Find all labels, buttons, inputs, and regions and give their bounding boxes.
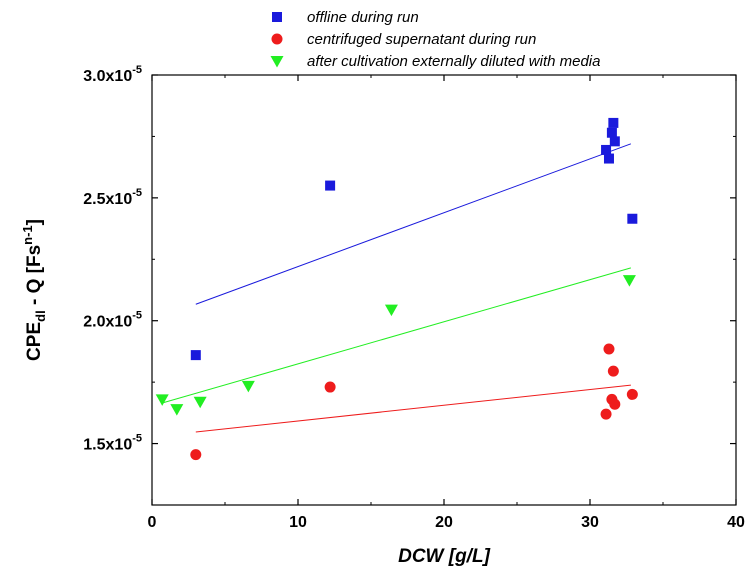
point-square bbox=[608, 117, 619, 128]
x-tick-label: 0 bbox=[148, 514, 157, 531]
fit-line-circle bbox=[195, 384, 631, 433]
plot-frame bbox=[151, 74, 737, 506]
legend-label: centrifuged supernatant during run bbox=[307, 31, 536, 48]
point-circle bbox=[190, 449, 202, 461]
point-square bbox=[601, 144, 612, 155]
x-tick-labels: 0 10 20 30 40 bbox=[148, 514, 745, 531]
legend-marker-square bbox=[272, 12, 282, 22]
legend-label: after cultivation externally diluted wit… bbox=[307, 53, 600, 70]
point-square bbox=[606, 127, 617, 138]
data-points bbox=[155, 117, 638, 461]
y-axis-title-sub: dl bbox=[33, 310, 48, 322]
axis-ticks bbox=[151, 74, 737, 505]
y-axis-title-main: CPE bbox=[24, 322, 45, 361]
y-tick-label: 2.0x10-5 bbox=[83, 310, 142, 331]
point-square bbox=[603, 153, 614, 164]
y-tick-label: 2.5x10-5 bbox=[83, 187, 142, 208]
point-circle bbox=[600, 408, 612, 420]
point-triangle-down bbox=[384, 304, 398, 317]
fit-lines bbox=[162, 143, 632, 433]
y-tick-label: 1.5x10-5 bbox=[83, 433, 142, 454]
legend: offline during run centrifuged supernatan… bbox=[270, 9, 600, 70]
y-axis-title-end: ] bbox=[24, 219, 45, 225]
point-square bbox=[325, 180, 336, 191]
x-tick-label: 40 bbox=[727, 514, 745, 531]
point-circle bbox=[626, 388, 638, 400]
point-triangle-down bbox=[241, 380, 255, 393]
legend-marker-circle bbox=[271, 33, 283, 45]
point-square bbox=[190, 350, 201, 361]
x-tick-label: 20 bbox=[435, 514, 453, 531]
point-circle bbox=[324, 381, 336, 393]
legend-label: offline during run bbox=[307, 9, 419, 26]
y-axis-title: CPEdl - Q [Fsn-1] bbox=[20, 219, 48, 361]
y-tick-label: 3.0x10-5 bbox=[83, 64, 142, 85]
x-tick-label: 10 bbox=[289, 514, 307, 531]
y-tick-labels: 1.5x10-5 2.0x10-5 2.5x10-5 3.0x10-5 bbox=[83, 64, 142, 454]
y-axis-title-sup: n-1 bbox=[20, 225, 35, 245]
fit-line-square bbox=[195, 143, 632, 305]
point-square bbox=[627, 213, 638, 224]
x-axis-title: DCW [g/L] bbox=[398, 546, 490, 567]
legend-marker-triangle-down bbox=[270, 56, 284, 68]
point-square bbox=[609, 136, 620, 147]
fit-line-triangle-down bbox=[162, 267, 632, 404]
point-circle bbox=[609, 398, 621, 410]
point-triangle-down bbox=[155, 394, 169, 406]
y-axis-title-mid: - Q [Fs bbox=[24, 245, 45, 310]
point-triangle-down bbox=[170, 404, 184, 416]
point-circle bbox=[607, 365, 619, 377]
point-triangle-down bbox=[622, 275, 636, 287]
x-tick-label: 30 bbox=[581, 514, 599, 531]
point-triangle-down bbox=[193, 396, 207, 409]
point-circle bbox=[603, 343, 615, 355]
